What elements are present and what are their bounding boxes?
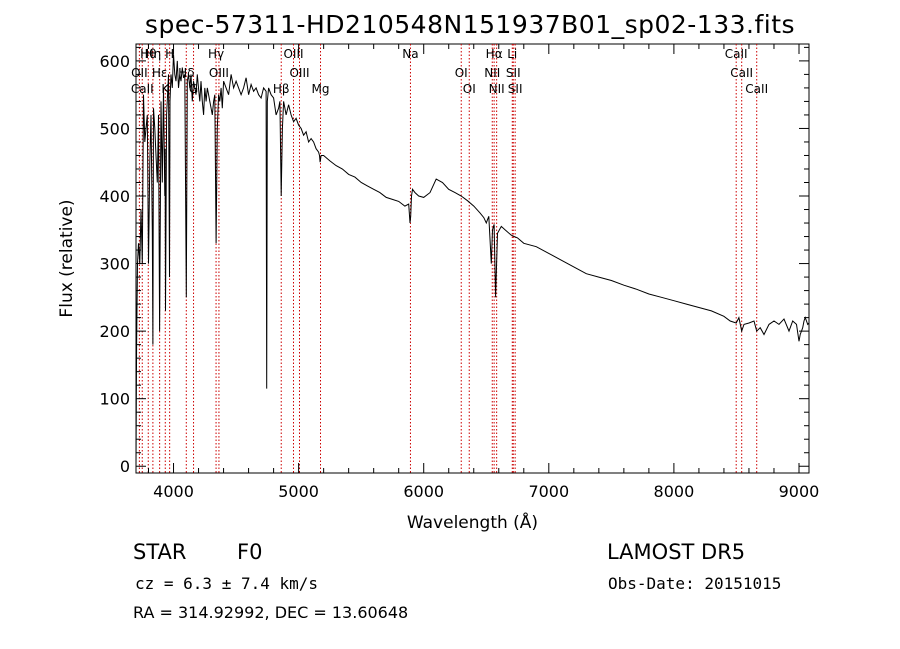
x-tick-label: 8000 (654, 482, 695, 501)
chart-title: spec-57311-HD210548N151937B01_sp02-133.f… (144, 10, 796, 39)
line-marker-label: Hβ (273, 82, 290, 96)
line-marker-label: G (189, 82, 198, 96)
spectrum-line (136, 54, 809, 467)
line-marker-label: CaII (131, 82, 154, 96)
obs-date-text: Obs-Date: 20151015 (608, 574, 782, 593)
line-marker-label: Na (402, 47, 418, 61)
line-marker-label: Li (507, 47, 517, 61)
y-tick-label: 500 (99, 119, 130, 138)
line-marker-label: CaII (745, 82, 768, 96)
y-tick-label: 0 (120, 457, 130, 476)
line-marker-label: Mg (312, 82, 330, 96)
line-marker-label: OIII (209, 66, 229, 80)
survey-label: LAMOST DR5 (607, 540, 746, 564)
x-tick-label: 5000 (278, 482, 319, 501)
x-tick-label: 6000 (403, 482, 444, 501)
x-axis-label: Wavelength (Å) (407, 511, 538, 533)
line-marker-label: Hη (145, 47, 162, 61)
line-marker-label: Hθ (140, 47, 156, 61)
plot-frame (135, 43, 810, 474)
class-label: STAR (133, 540, 187, 564)
line-marker-label: OIII (283, 47, 303, 61)
x-tick-label: 9000 (779, 482, 820, 501)
subclass-label: F0 (237, 540, 263, 564)
line-marker-label: OI (463, 82, 476, 96)
coordinates-text: RA = 314.92992, DEC = 13.60648 (133, 603, 409, 622)
y-tick-label: 300 (99, 255, 130, 274)
line-marker-label: Hα (486, 47, 503, 61)
line-marker-label: CaII (730, 66, 753, 80)
y-tick-label: 100 (99, 390, 130, 409)
x-tick-label: 4000 (153, 482, 194, 501)
line-marker-label: OI (455, 66, 468, 80)
x-tick-label: 7000 (528, 482, 569, 501)
y-tick-label: 200 (99, 322, 130, 341)
line-marker-label: CaII (725, 47, 748, 61)
line-marker-label: H (165, 47, 174, 61)
y-tick-label: 400 (99, 187, 130, 206)
y-axis-label: Flux (relative) (57, 199, 77, 317)
y-tick-label: 600 (99, 52, 130, 71)
line-marker-label: K (161, 82, 170, 96)
line-marker-label: Hε (152, 66, 168, 80)
line-marker-label: OIII (289, 66, 309, 80)
line-marker-label: OII (131, 66, 148, 80)
line-marker-label: NII (484, 66, 500, 80)
redshift-text: cz = 6.3 ± 7.4 km/s (135, 574, 319, 593)
line-marker-label: Hγ (208, 47, 224, 61)
line-marker-label: NII (489, 82, 505, 96)
line-marker-label: SII (506, 66, 521, 80)
line-marker-label: SII (508, 82, 523, 96)
